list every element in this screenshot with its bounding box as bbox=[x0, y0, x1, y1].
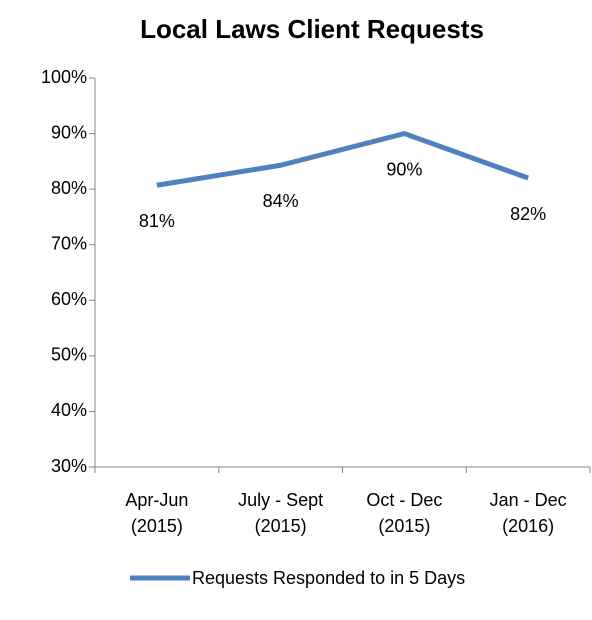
y-tick-label: 30% bbox=[51, 456, 87, 476]
line-series bbox=[156, 131, 529, 188]
data-label: 82% bbox=[510, 204, 546, 224]
y-tick-label: 40% bbox=[51, 400, 87, 420]
data-label: 90% bbox=[386, 159, 422, 179]
x-tick-label: July - Sept (2015) bbox=[238, 490, 324, 536]
y-tick-label: 100% bbox=[41, 67, 87, 87]
data-label: 84% bbox=[263, 191, 299, 211]
legend-label: Requests Responded to in 5 Days bbox=[192, 568, 465, 588]
x-tick-label: Apr-Jun (2015) bbox=[125, 490, 189, 536]
y-tick-label: 90% bbox=[51, 122, 87, 142]
x-tick-label: Jan - Dec (2016) bbox=[489, 490, 567, 536]
y-tick-label: 70% bbox=[51, 233, 87, 253]
x-tick-label: Oct - Dec (2015) bbox=[366, 490, 443, 536]
data-label: 81% bbox=[139, 211, 175, 231]
y-tick-label: 80% bbox=[51, 178, 87, 198]
chart-title: Local Laws Client Requests bbox=[140, 14, 484, 44]
y-tick-label: 60% bbox=[51, 289, 87, 309]
y-tick-label: 50% bbox=[51, 345, 87, 365]
